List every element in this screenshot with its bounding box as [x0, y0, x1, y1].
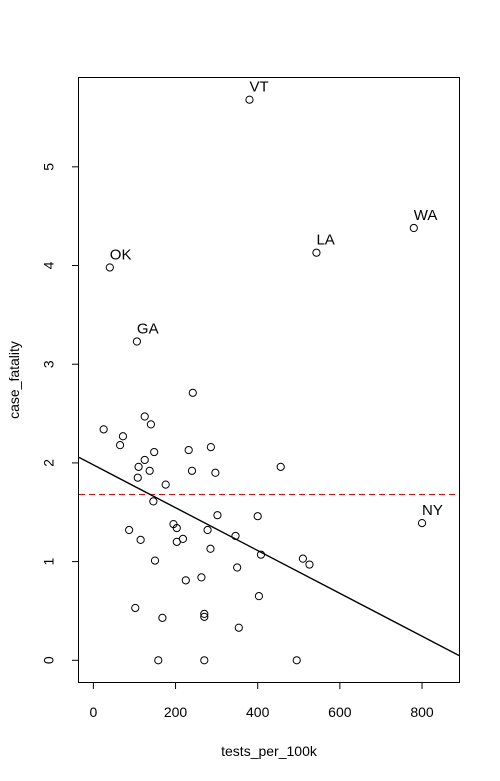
data-point	[276, 462, 285, 471]
data-point	[197, 573, 206, 582]
data-point	[233, 563, 242, 572]
x-tick-label: 400	[246, 704, 270, 720]
data-point	[161, 480, 170, 489]
data-point	[312, 248, 321, 257]
data-point	[172, 537, 181, 546]
data-point	[181, 576, 190, 585]
x-tick-label: 600	[328, 704, 352, 720]
data-point	[145, 466, 154, 475]
data-point	[292, 656, 301, 665]
data-point	[298, 554, 307, 563]
data-point	[99, 425, 108, 434]
point-label: OK	[110, 246, 132, 263]
data-point	[206, 443, 215, 452]
data-point	[231, 531, 240, 541]
data-point	[105, 263, 114, 272]
data-point	[150, 447, 159, 457]
x-axis: 0 200 400 600 800	[89, 682, 434, 720]
data-point	[234, 623, 243, 632]
regression-line	[79, 456, 459, 657]
data-point	[146, 420, 155, 429]
y-tick-label: 3	[41, 360, 57, 368]
data-point	[150, 556, 160, 565]
data-point	[149, 497, 158, 506]
data-point	[200, 612, 209, 621]
y-tick-label: 4	[41, 261, 57, 269]
data-point	[158, 613, 167, 622]
plot-frame	[78, 77, 460, 683]
data-point	[213, 511, 222, 520]
data-point	[134, 462, 143, 471]
x-tick-label: 0	[89, 704, 97, 720]
data-point	[140, 455, 149, 465]
data-point	[203, 525, 212, 535]
y-tick-label: 1	[41, 557, 57, 565]
data-point	[184, 445, 193, 455]
data-point	[254, 592, 264, 601]
data-point	[132, 337, 142, 346]
x-axis-label: tests_per_100k	[221, 743, 318, 759]
x-tick-label: 800	[410, 704, 434, 720]
point-label: NY	[422, 502, 443, 519]
data-point	[140, 412, 149, 421]
y-tick-label: 2	[41, 459, 57, 467]
data-point	[253, 512, 262, 521]
data-point	[200, 609, 209, 619]
point-label: WA	[414, 207, 438, 224]
data-point	[133, 473, 142, 482]
data-point	[206, 544, 215, 553]
data-point	[305, 560, 314, 569]
y-tick-label: 0	[41, 656, 57, 664]
point-label: GA	[137, 321, 159, 338]
data-point	[187, 466, 197, 475]
data-point	[136, 535, 145, 544]
y-axis: 0 1 2 3 4 5	[41, 163, 79, 664]
point-labels: VT WA LA OK GA NY	[110, 79, 443, 519]
data-point	[118, 432, 128, 441]
data-point	[154, 656, 163, 665]
y-axis-label: case_fatality	[6, 341, 22, 419]
point-label: VT	[249, 79, 268, 96]
data-point	[211, 468, 220, 477]
data-point	[125, 525, 134, 535]
data-point	[172, 523, 181, 533]
data-point	[188, 388, 197, 397]
data-point	[417, 519, 427, 528]
data-point	[245, 95, 254, 104]
data-point	[200, 656, 209, 665]
fit-lines	[79, 456, 459, 657]
data-point	[409, 223, 418, 233]
data-points	[99, 95, 427, 665]
y-tick-label: 5	[41, 163, 57, 171]
data-point	[115, 441, 125, 450]
data-point	[256, 550, 266, 559]
point-label: LA	[316, 232, 334, 249]
data-point	[131, 603, 140, 613]
x-tick-label: 200	[164, 704, 188, 720]
